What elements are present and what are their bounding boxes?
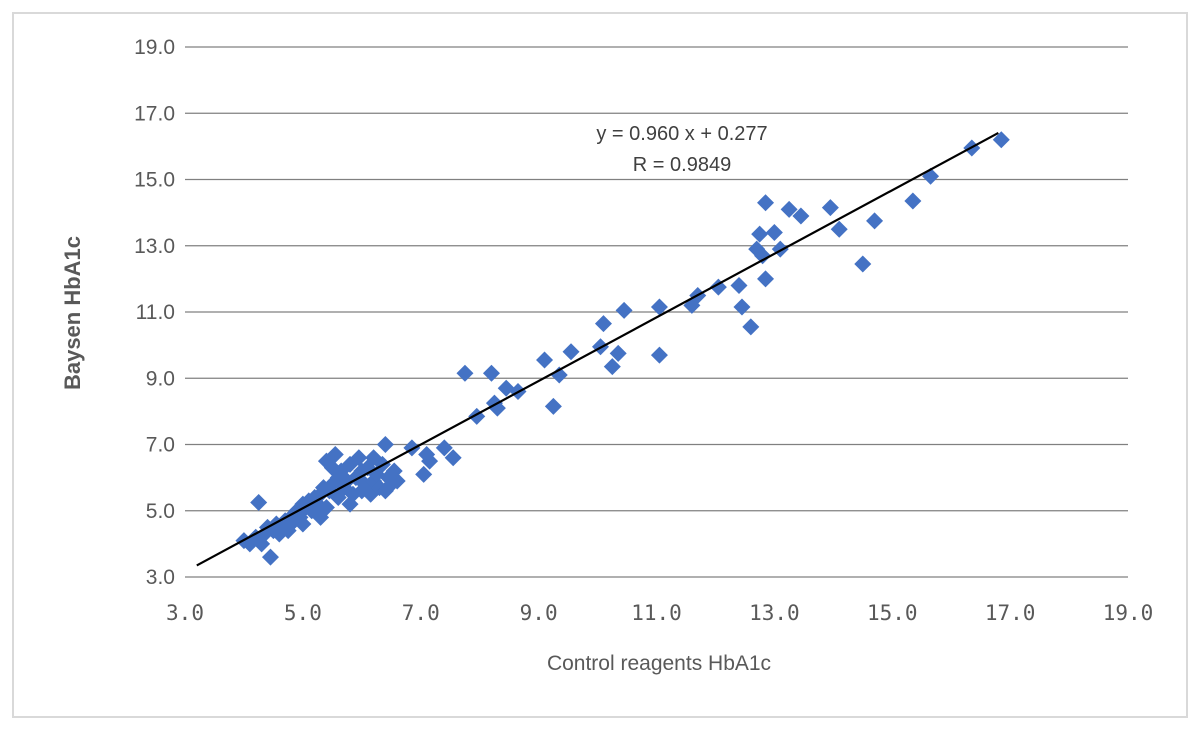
data-point xyxy=(456,364,474,382)
data-point xyxy=(904,192,922,210)
data-point xyxy=(415,465,433,483)
x-tick-label: 17.0 xyxy=(985,601,1036,625)
y-tick-label: 3.0 xyxy=(146,566,175,589)
data-point xyxy=(376,436,394,453)
y-tick-label: 7.0 xyxy=(146,434,175,457)
data-point xyxy=(488,399,506,417)
data-point xyxy=(594,315,612,333)
data-point xyxy=(421,452,439,470)
r-value-label: R = 0.9849 xyxy=(633,154,731,176)
data-point xyxy=(326,445,344,463)
data-point xyxy=(388,472,406,490)
data-point xyxy=(650,298,668,316)
data-point xyxy=(317,498,335,516)
data-point xyxy=(350,449,368,467)
data-point xyxy=(444,449,462,467)
y-tick-label: 5.0 xyxy=(146,500,175,523)
data-point xyxy=(733,298,751,316)
x-tick-label: 15.0 xyxy=(867,601,918,625)
y-tick-label: 13.0 xyxy=(134,235,175,258)
data-point xyxy=(854,255,872,273)
data-point xyxy=(294,515,312,533)
x-tick-label: 19.0 xyxy=(1103,601,1154,625)
data-point xyxy=(261,548,279,566)
data-point xyxy=(615,301,633,319)
x-tick-labels: 3.0 5.0 7.0 9.0 11.0 13.0 15.0 17.0 19.0 xyxy=(166,601,1153,625)
x-tick-label: 7.0 xyxy=(402,601,440,625)
data-point xyxy=(603,358,621,376)
data-point xyxy=(780,200,798,218)
data-point xyxy=(821,199,839,217)
gridlines xyxy=(185,46,1128,578)
data-point xyxy=(765,224,783,241)
y-axis-title: Baysen HbA1c xyxy=(60,236,85,390)
data-point xyxy=(544,397,562,415)
trendline-group xyxy=(196,131,999,567)
data-point xyxy=(742,318,760,336)
y-tick-labels: 3.0 5.0 7.0 9.0 11.0 13.0 15.0 17.0 19.0 xyxy=(134,36,175,589)
data-point xyxy=(751,225,769,243)
chart-frame xyxy=(12,12,1188,718)
y-tick-label: 15.0 xyxy=(134,169,175,192)
y-tick-label: 11.0 xyxy=(136,301,175,324)
data-points xyxy=(235,131,1010,566)
data-point xyxy=(435,439,453,457)
data-point xyxy=(482,364,500,382)
data-point xyxy=(562,343,580,361)
x-tick-label: 13.0 xyxy=(749,601,800,625)
equation-label: y = 0.960 x + 0.277 xyxy=(596,123,767,145)
data-point xyxy=(866,212,884,230)
data-point xyxy=(550,366,568,384)
data-point xyxy=(757,194,775,212)
y-tick-label: 17.0 xyxy=(134,102,175,125)
x-axis-title: Control reagents HbA1c xyxy=(547,652,771,675)
data-point xyxy=(250,493,268,511)
data-point xyxy=(609,344,627,362)
trendline xyxy=(196,131,999,567)
data-point xyxy=(650,346,668,364)
data-point xyxy=(754,247,772,265)
x-tick-label: 9.0 xyxy=(520,601,558,625)
data-point xyxy=(730,277,748,294)
data-point xyxy=(792,207,810,225)
x-tick-label: 11.0 xyxy=(631,601,682,625)
data-point xyxy=(830,220,848,238)
x-tick-label: 3.0 xyxy=(166,601,204,625)
x-tick-label: 5.0 xyxy=(284,601,322,625)
y-tick-label: 9.0 xyxy=(146,367,175,390)
data-point xyxy=(757,270,775,288)
data-point xyxy=(536,351,554,369)
y-tick-label: 19.0 xyxy=(134,36,175,59)
data-point xyxy=(992,131,1010,149)
